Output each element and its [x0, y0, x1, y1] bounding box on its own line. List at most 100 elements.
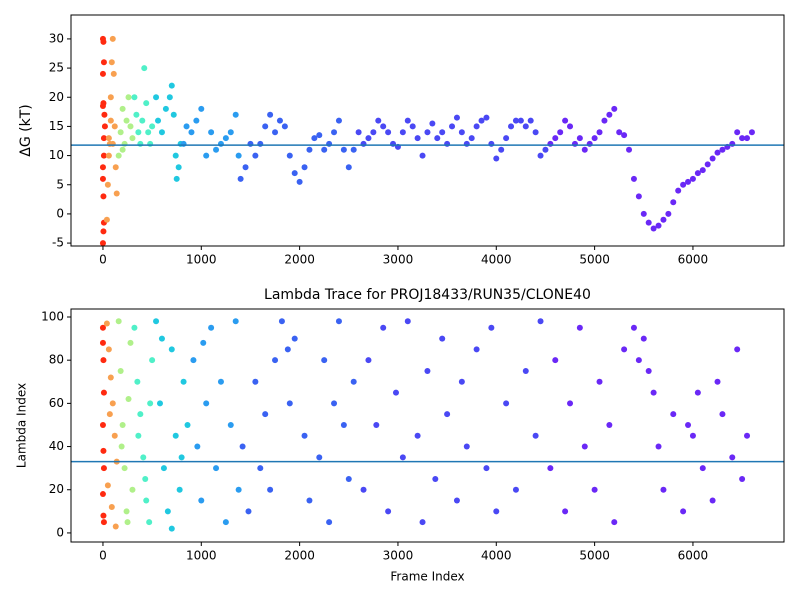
point: [512, 117, 519, 124]
point: [478, 117, 485, 124]
point: [99, 103, 106, 109]
point: [611, 519, 618, 526]
point: [198, 105, 205, 112]
point: [158, 335, 165, 342]
point: [103, 320, 110, 327]
point: [149, 357, 156, 364]
point: [552, 135, 559, 142]
point: [286, 400, 293, 407]
point: [99, 421, 106, 428]
point: [100, 357, 107, 364]
point: [680, 181, 687, 188]
point: [409, 123, 416, 130]
point: [100, 38, 107, 45]
point: [463, 443, 470, 450]
point: [630, 175, 637, 182]
point: [100, 447, 107, 454]
y-axis-label: ΔG (kT): [18, 104, 34, 156]
point: [694, 389, 701, 396]
point: [660, 216, 667, 223]
axes-frame: [70, 308, 785, 543]
point: [232, 111, 239, 118]
point: [203, 152, 210, 159]
point: [586, 140, 593, 147]
point: [414, 135, 421, 142]
point: [119, 146, 126, 153]
point: [591, 135, 598, 142]
point: [645, 219, 652, 226]
point: [100, 465, 107, 472]
point: [109, 140, 116, 147]
x-tick-label: 4000: [481, 253, 512, 267]
y-tick-label: 30: [49, 31, 64, 45]
y-tick-label: 0: [56, 525, 64, 539]
y-tick-label: 100: [41, 309, 64, 323]
y-axis-label: Lambda Index: [15, 383, 29, 468]
point: [306, 146, 313, 153]
point: [331, 400, 338, 407]
point: [729, 140, 736, 147]
point: [522, 367, 529, 374]
point: [606, 421, 613, 428]
point: [576, 324, 583, 331]
point: [137, 140, 144, 147]
point: [527, 117, 534, 124]
point: [145, 129, 152, 136]
point: [458, 378, 465, 385]
point: [235, 152, 242, 159]
point: [108, 59, 115, 66]
point: [365, 135, 372, 142]
point: [222, 519, 229, 526]
point: [175, 164, 182, 171]
point: [198, 497, 205, 504]
point: [217, 378, 224, 385]
point: [522, 123, 529, 130]
point: [140, 454, 147, 461]
point: [112, 164, 119, 171]
point: [350, 146, 357, 153]
point: [748, 129, 755, 136]
point: [463, 140, 470, 147]
point: [542, 146, 549, 153]
point: [131, 94, 138, 101]
point: [99, 240, 106, 246]
y-tick-label: 0: [56, 206, 64, 220]
x-tick-label: 3000: [383, 253, 414, 267]
point: [168, 82, 175, 89]
point: [596, 378, 603, 385]
point: [194, 443, 201, 450]
point: [100, 152, 107, 159]
point: [200, 339, 207, 346]
point: [172, 152, 179, 159]
point: [123, 508, 130, 515]
point: [739, 135, 746, 142]
point: [291, 335, 298, 342]
point: [252, 152, 259, 159]
point: [355, 129, 362, 136]
point: [331, 129, 338, 136]
axes-frame: [70, 14, 785, 247]
point: [699, 465, 706, 472]
point: [143, 100, 150, 107]
y-tick-label: 15: [49, 119, 64, 133]
point: [115, 318, 122, 325]
point: [162, 105, 169, 112]
point: [340, 146, 347, 153]
point: [473, 346, 480, 353]
point: [503, 400, 510, 407]
point: [547, 140, 554, 147]
point: [449, 123, 456, 130]
point: [301, 164, 308, 171]
point: [109, 400, 116, 407]
point: [665, 210, 672, 217]
point: [306, 497, 313, 504]
point: [316, 454, 323, 461]
point: [404, 318, 411, 325]
point: [129, 135, 136, 142]
point: [650, 225, 657, 232]
point: [117, 367, 124, 374]
point: [111, 432, 118, 439]
point: [127, 123, 134, 130]
point: [562, 508, 569, 515]
